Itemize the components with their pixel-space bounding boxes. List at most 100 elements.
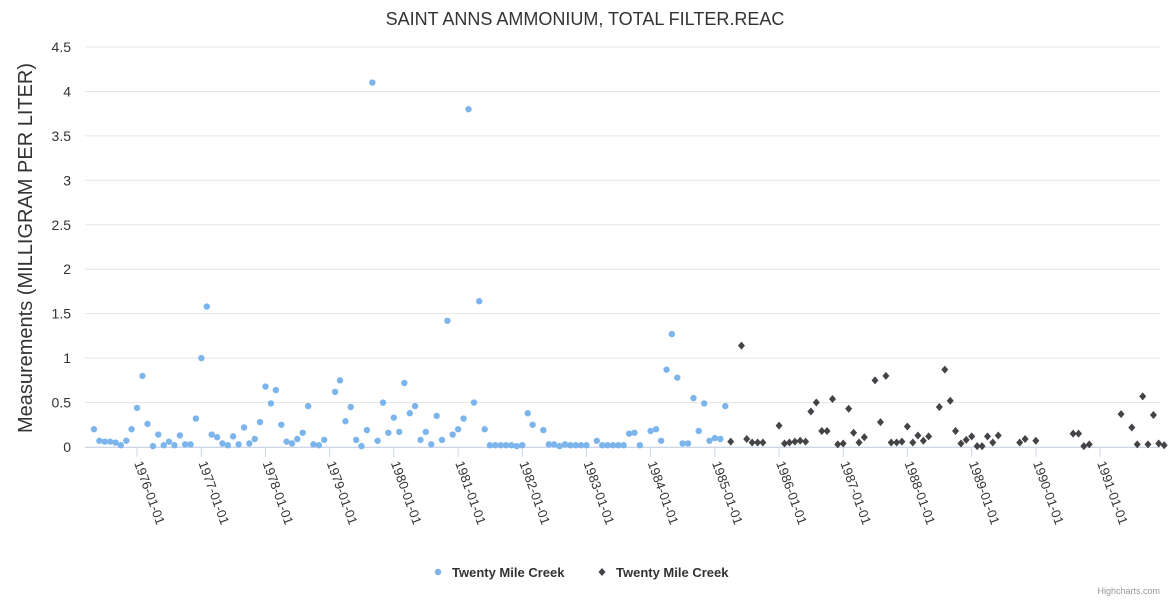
data-point[interactable] [620, 442, 627, 449]
data-point[interactable] [690, 394, 697, 402]
data-point[interactable] [882, 371, 890, 380]
data-point[interactable] [1075, 429, 1083, 438]
data-point[interactable] [347, 403, 354, 411]
data-point[interactable] [272, 386, 280, 394]
data-point[interactable] [914, 431, 922, 440]
data-point[interactable] [123, 437, 130, 444]
data-point[interactable] [176, 432, 184, 439]
data-point[interactable] [133, 404, 141, 412]
data-point[interactable] [331, 388, 339, 396]
credits-link[interactable]: Highcharts.com [1097, 586, 1160, 596]
data-point[interactable] [529, 421, 536, 428]
data-point[interactable] [106, 438, 114, 445]
data-point[interactable] [112, 439, 119, 446]
data-point[interactable] [1144, 440, 1152, 449]
data-point[interactable] [636, 442, 644, 449]
data-point[interactable] [144, 420, 151, 428]
data-point[interactable] [727, 437, 735, 446]
data-point[interactable] [470, 399, 478, 406]
data-point[interactable] [711, 434, 719, 442]
data-point[interactable] [925, 432, 933, 441]
data-point[interactable] [567, 442, 574, 449]
data-point[interactable] [674, 374, 681, 381]
data-point[interactable] [855, 438, 863, 447]
data-point[interactable] [149, 442, 157, 450]
data-point[interactable] [428, 441, 435, 448]
data-point[interactable] [101, 438, 108, 445]
data-point[interactable] [583, 442, 590, 449]
data-point[interactable] [898, 437, 906, 446]
data-point[interactable] [454, 426, 462, 433]
data-point[interactable] [203, 303, 210, 310]
data-point[interactable] [460, 415, 467, 422]
data-point[interactable] [481, 426, 488, 433]
data-point[interactable] [117, 442, 125, 449]
data-point[interactable] [352, 436, 360, 444]
data-point[interactable] [791, 437, 799, 446]
data-point[interactable] [748, 438, 756, 447]
data-point[interactable] [1080, 442, 1088, 451]
data-point[interactable] [556, 442, 563, 450]
data-point[interactable] [192, 415, 200, 422]
data-point[interactable] [893, 438, 901, 447]
data-point[interactable] [476, 298, 483, 305]
legend-item-1[interactable]: Twenty Mile Creek [434, 565, 565, 580]
legend-item-2[interactable]: Twenty Mile Creek [598, 565, 730, 580]
data-point[interactable] [887, 438, 895, 447]
data-point[interactable] [1155, 439, 1163, 448]
data-point[interactable] [240, 424, 248, 431]
data-point[interactable] [1085, 440, 1093, 449]
data-point[interactable] [850, 428, 858, 437]
data-point[interactable] [363, 426, 371, 434]
data-point[interactable] [737, 341, 745, 350]
data-point[interactable] [160, 442, 167, 449]
data-point[interactable] [411, 402, 419, 410]
data-point[interactable] [96, 437, 103, 444]
data-point[interactable] [401, 379, 408, 387]
data-point[interactable] [796, 436, 804, 445]
data-point[interactable] [171, 442, 178, 449]
data-point[interactable] [299, 429, 306, 436]
data-point[interactable] [946, 396, 954, 405]
data-point[interactable] [722, 402, 729, 410]
data-point[interactable] [668, 330, 676, 338]
data-point[interactable] [834, 440, 842, 449]
data-point[interactable] [262, 383, 269, 390]
data-point[interactable] [941, 365, 949, 374]
data-point[interactable] [663, 366, 670, 373]
data-point[interactable] [155, 431, 162, 438]
data-point[interactable] [625, 430, 633, 437]
data-point[interactable] [604, 442, 611, 449]
data-point[interactable] [358, 442, 365, 450]
data-point[interactable] [679, 440, 686, 447]
data-point[interactable] [871, 376, 879, 385]
data-point[interactable] [320, 436, 328, 444]
data-point[interactable] [497, 442, 505, 449]
data-point[interactable] [973, 442, 981, 451]
data-point[interactable] [935, 403, 943, 411]
data-point[interactable] [229, 433, 237, 440]
data-point[interactable] [1149, 411, 1157, 419]
data-point[interactable] [802, 437, 810, 446]
data-point[interactable] [1160, 441, 1168, 450]
data-point[interactable] [818, 427, 826, 435]
data-point[interactable] [754, 438, 762, 447]
data-point[interactable] [406, 410, 413, 417]
data-point[interactable] [572, 442, 579, 449]
data-point[interactable] [433, 412, 440, 420]
data-point[interactable] [310, 441, 317, 448]
data-point[interactable] [256, 418, 264, 426]
data-point[interactable] [181, 441, 189, 448]
data-point[interactable] [438, 436, 446, 444]
data-point[interactable] [390, 414, 397, 421]
data-point[interactable] [615, 442, 622, 449]
data-point[interactable] [492, 442, 499, 449]
data-point[interactable] [684, 440, 692, 447]
data-point[interactable] [465, 106, 472, 113]
data-point[interactable] [198, 354, 205, 362]
data-point[interactable] [422, 428, 429, 436]
data-point[interactable] [288, 440, 296, 447]
data-point[interactable] [652, 426, 660, 433]
data-point[interactable] [90, 426, 98, 433]
data-point[interactable] [657, 437, 665, 444]
